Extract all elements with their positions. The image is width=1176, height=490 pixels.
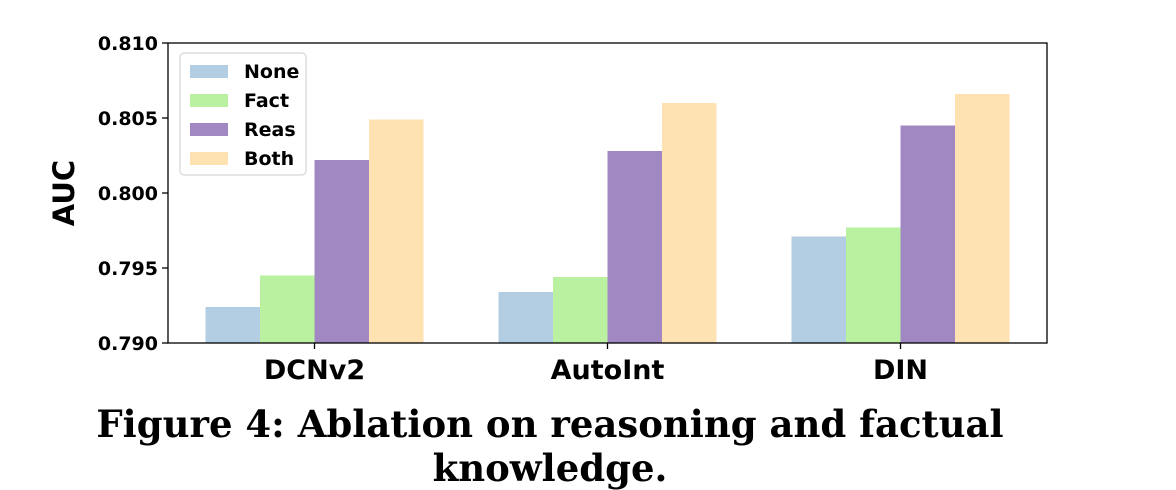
bar-none-dcnv2: [205, 307, 260, 343]
legend-label-fact: Fact: [244, 90, 289, 112]
x-tick-label: DCNv2: [264, 355, 365, 386]
legend-swatch-reas: [190, 123, 228, 136]
legend-swatch-fact: [190, 94, 228, 107]
y-tick-label: 0.790: [98, 333, 158, 355]
bar-both-autoint: [662, 103, 717, 343]
y-tick-label: 0.795: [98, 258, 158, 280]
legend-label-reas: Reas: [244, 119, 296, 141]
legend-swatch-none: [190, 65, 228, 78]
legend-label-none: None: [244, 61, 299, 83]
x-tick-label: AutoInt: [551, 355, 665, 386]
bars-layer: [205, 94, 1010, 343]
bar-reas-dcnv2: [314, 160, 369, 343]
bar-reas-din: [900, 125, 955, 343]
bar-fact-dcnv2: [260, 275, 315, 343]
bar-fact-autoint: [553, 277, 608, 343]
y-tick-label: 0.800: [98, 183, 158, 205]
bar-both-din: [955, 94, 1010, 343]
figure-caption: Figure 4: Ablation on reasoning and fact…: [96, 402, 1004, 490]
legend: None Fact Reas Both: [179, 52, 307, 176]
legend-swatch-both: [190, 152, 228, 165]
bar-none-autoint: [498, 292, 553, 343]
x-tick-label: DIN: [873, 355, 928, 386]
legend-label-both: Both: [244, 148, 294, 170]
y-tick-label: 0.810: [98, 33, 158, 55]
bar-fact-din: [846, 227, 901, 343]
legend-box: [179, 52, 307, 176]
y-axis-ticks: 0.790 0.795 0.800 0.805 0.810: [98, 33, 168, 355]
y-axis-title: AUC: [47, 160, 81, 226]
bar-both-dcnv2: [369, 119, 424, 343]
bar-chart: 0.790 0.795 0.800 0.805 0.810 DCNv2 AutoInt DI…: [47, 33, 1048, 386]
x-axis-ticks: DCNv2 AutoInt DIN: [264, 343, 928, 386]
y-tick-label: 0.805: [98, 108, 158, 130]
bar-none-din: [791, 236, 846, 343]
bar-reas-autoint: [607, 151, 662, 343]
